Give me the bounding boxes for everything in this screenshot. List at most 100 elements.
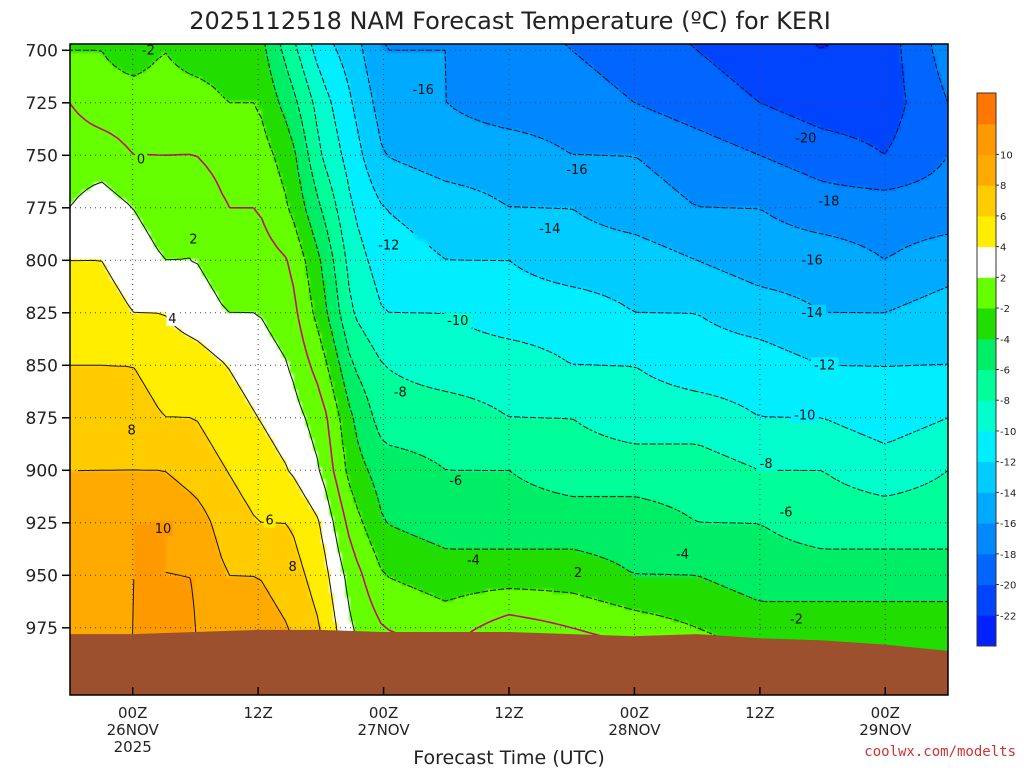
contour-label: -16	[413, 83, 434, 98]
x-tick-label: 28NOV	[608, 721, 661, 739]
colorbar-segment	[977, 246, 996, 278]
contour-label-bg	[790, 407, 819, 423]
contour-label-bg	[187, 231, 200, 247]
colorbar-segment	[977, 430, 996, 463]
colorbar-tick-label: -10	[1000, 427, 1016, 438]
contour-label-bg	[672, 546, 693, 562]
contour-label-bg	[571, 565, 584, 581]
contour-label: 10	[155, 522, 172, 537]
contour-label-bg	[166, 311, 179, 327]
contour-label: -6	[780, 505, 793, 520]
x-tick-label: 00Z	[369, 704, 398, 722]
contour-label-bg	[535, 220, 564, 236]
y-tick-label: 850	[26, 356, 58, 376]
contour-label-bg	[810, 357, 839, 373]
y-tick-label: 750	[26, 146, 58, 166]
contour-line	[264, 44, 948, 603]
contour-label: -10	[794, 409, 815, 424]
contour-label: 2	[189, 232, 197, 247]
x-tick-label: 26NOV	[107, 721, 160, 739]
contour-label-bg	[463, 552, 484, 568]
contour-label-bg	[153, 521, 174, 537]
x-tick-label: 12Z	[745, 704, 774, 722]
contour-label-bg	[756, 456, 777, 471]
y-tick-label: 975	[26, 619, 58, 639]
colorbar-tick-label: 6	[1000, 212, 1006, 223]
colorbar-tick-label: -14	[1000, 488, 1016, 499]
colorbar-segment	[977, 154, 996, 186]
contour-line	[310, 44, 948, 445]
colorbar-segment	[977, 277, 996, 309]
contour-label-bg	[138, 44, 159, 58]
grid-lines	[70, 44, 948, 695]
contour-label: -18	[818, 195, 839, 210]
y-tick-label: 800	[26, 251, 58, 271]
colorbar-segment	[977, 553, 996, 586]
credit-text: coolwx.com/modelts	[864, 744, 1016, 760]
x-tick-label: 2025	[114, 738, 152, 756]
contour-label: -12	[814, 358, 835, 373]
y-tick-label: 825	[26, 304, 58, 324]
contour-label: -14	[802, 306, 823, 321]
colorbar-segment	[977, 185, 996, 217]
contour-label-bg	[814, 193, 843, 209]
colorbar-tick-label: -18	[1000, 550, 1016, 561]
colorbar-tick-label: -12	[1000, 458, 1016, 469]
colorbar-tick-label: 10	[1000, 150, 1013, 161]
contour-label-bg	[562, 162, 591, 177]
colorbar-tick-label: 4	[1000, 243, 1006, 254]
x-tick-label: 00Z	[118, 704, 147, 722]
colorbar-segment	[977, 615, 996, 647]
contour-line	[384, 44, 948, 260]
contour-line	[689, 44, 907, 154]
contour-labels: -202481068-16-12-10-8-6-42-16-14-20-18-1…	[125, 43, 843, 627]
y-tick-label: 775	[26, 199, 58, 219]
contour-label: -2	[142, 43, 155, 58]
contour-line	[70, 49, 948, 655]
contour-label: 8	[288, 560, 296, 575]
colorbar-segment	[977, 215, 996, 248]
contour-label-bg	[286, 558, 299, 574]
contour-label: -6	[449, 474, 462, 489]
x-tick-label: 00Z	[871, 704, 900, 722]
contour-label: -8	[394, 386, 407, 401]
contour-label: -20	[795, 132, 816, 147]
x-axis-label: Forecast Time (UTC)	[413, 747, 604, 768]
contour-label: 2	[574, 566, 582, 581]
colorbar-tick-label: -6	[1000, 366, 1010, 377]
colorbar-segment	[977, 400, 996, 432]
colorbar-tick-label: -20	[1000, 581, 1016, 592]
y-tick-label: 950	[26, 566, 58, 586]
colorbar-tick-label: -4	[1000, 335, 1010, 346]
colorbar-tick-label: -22	[1000, 611, 1016, 622]
contour-label: -16	[566, 163, 587, 178]
colorbar-segment	[977, 93, 996, 125]
contour-label: 4	[168, 312, 176, 327]
contour-label: -16	[802, 253, 823, 268]
x-tick-label: 00Z	[620, 704, 649, 722]
colorbar-tick-label: 8	[1000, 181, 1006, 192]
contour-label-bg	[125, 422, 138, 438]
y-tick-label: 875	[26, 409, 58, 429]
contour-label: -2	[790, 612, 803, 627]
contour-label: -4	[676, 547, 689, 562]
contour-label: 8	[128, 423, 136, 438]
x-tick-label: 29NOV	[859, 721, 912, 739]
x-tick-label: 12Z	[243, 704, 272, 722]
colorbar-segment	[977, 461, 996, 493]
contour-label-bg	[798, 252, 827, 268]
contour-label: -10	[447, 314, 468, 329]
contour-label-bg	[374, 237, 403, 253]
y-tick-label: 725	[26, 94, 58, 114]
contour-label: -4	[467, 554, 480, 569]
colorbar-segment	[977, 492, 996, 524]
colorbar-segment	[977, 369, 996, 401]
contour-label-bg	[390, 384, 411, 400]
colorbar-segment	[977, 584, 996, 616]
colorbar-segment	[977, 123, 996, 155]
y-tick-label: 925	[26, 514, 58, 534]
y-axis: 700 725 750 775 800 825 850 875 900 925 950 975	[26, 41, 70, 639]
